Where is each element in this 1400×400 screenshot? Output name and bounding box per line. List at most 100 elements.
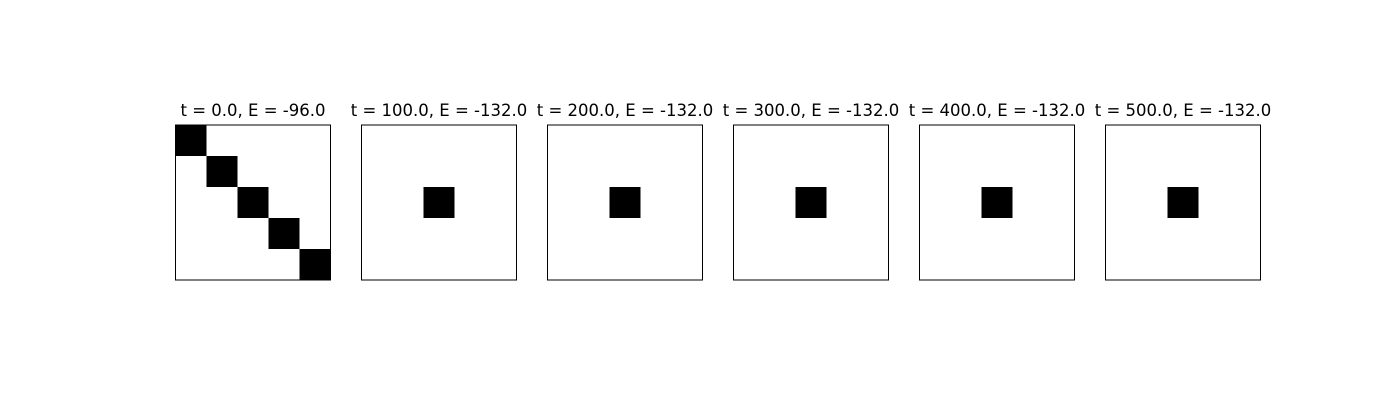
heatmap-cell-4-r1-c0 [733, 156, 765, 188]
heatmap-cell-2-r3-c2 [423, 218, 455, 250]
heatmap-cell-1-r4-c3 [268, 249, 300, 281]
heatmap-panel-4: t = 300.0, E = -132.0 [723, 101, 899, 281]
heatmap-cell-2-r0-c2 [423, 125, 455, 157]
heatmap-cell-5-r4-c1 [950, 249, 982, 281]
heatmap-cell-3-r4-c2 [609, 249, 641, 281]
heatmap-cell-6-r3-c3 [1198, 218, 1230, 250]
heatmap-cell-4-r3-c2 [795, 218, 827, 250]
heatmap-cell-4-r2-c3 [826, 187, 858, 219]
heatmap-cell-6-r4-c4 [1229, 249, 1261, 281]
heatmap-cell-6-r4-c0 [1105, 249, 1137, 281]
heatmap-cell-1-r0-c0 [175, 125, 207, 157]
heatmap-cell-3-r2-c0 [547, 187, 579, 219]
heatmap-cell-5-r2-c0 [919, 187, 951, 219]
heatmap-cell-1-r2-c0 [175, 187, 207, 219]
heatmap-panel-5: t = 400.0, E = -132.0 [909, 101, 1085, 281]
heatmap-cell-5-r1-c4 [1043, 156, 1075, 188]
heatmap-cell-6-r3-c1 [1136, 218, 1168, 250]
heatmap-cell-4-r2-c2 [795, 187, 827, 219]
heatmap-cell-1-r3-c0 [175, 218, 207, 250]
heatmap-cell-6-r2-c4 [1229, 187, 1261, 219]
heatmap-cell-6-r4-c2 [1167, 249, 1199, 281]
heatmap-cell-6-r3-c0 [1105, 218, 1137, 250]
heatmap-cell-2-r4-c1 [392, 249, 424, 281]
heatmap-cell-1-r2-c4 [299, 187, 331, 219]
heatmap-cell-3-r3-c0 [547, 218, 579, 250]
heatmap-cell-6-r1-c2 [1167, 156, 1199, 188]
heatmap-cell-1-r1-c2 [237, 156, 269, 188]
heatmap-cell-2-r4-c2 [423, 249, 455, 281]
heatmap-cell-1-r4-c4 [299, 249, 331, 281]
heatmap-cell-1-r3-c4 [299, 218, 331, 250]
heatmap-cell-1-r1-c4 [299, 156, 331, 188]
heatmap-cell-4-r1-c3 [826, 156, 858, 188]
panel-title-1: t = 0.0, E = -96.0 [181, 101, 326, 120]
heatmap-panel-1: t = 0.0, E = -96.0 [175, 101, 331, 281]
heatmap-cell-3-r1-c0 [547, 156, 579, 188]
heatmap-cell-4-r4-c2 [795, 249, 827, 281]
heatmap-cell-4-r4-c0 [733, 249, 765, 281]
heatmap-cell-2-r3-c0 [361, 218, 393, 250]
heatmap-cell-6-r4-c3 [1198, 249, 1230, 281]
panel-title-5: t = 400.0, E = -132.0 [909, 101, 1085, 120]
heatmap-cell-4-r1-c2 [795, 156, 827, 188]
heatmap-cell-3-r2-c4 [671, 187, 703, 219]
heatmap-cell-5-r2-c1 [950, 187, 982, 219]
heatmap-cell-4-r2-c1 [764, 187, 796, 219]
heatmap-cell-4-r4-c4 [857, 249, 889, 281]
heatmap-cell-6-r0-c0 [1105, 125, 1137, 157]
heatmap-cell-6-r0-c1 [1136, 125, 1168, 157]
heatmap-cell-6-r4-c1 [1136, 249, 1168, 281]
heatmap-cell-1-r1-c0 [175, 156, 207, 188]
heatmap-cell-6-r1-c0 [1105, 156, 1137, 188]
heatmap-cell-2-r0-c0 [361, 125, 393, 157]
heatmap-cell-1-r0-c2 [237, 125, 269, 157]
heatmap-panel-6: t = 500.0, E = -132.0 [1095, 101, 1271, 281]
heatmap-cell-5-r4-c2 [981, 249, 1013, 281]
heatmap-cell-5-r2-c4 [1043, 187, 1075, 219]
heatmap-cell-2-r1-c0 [361, 156, 393, 188]
heatmap-cell-4-r4-c1 [764, 249, 796, 281]
heatmap-cell-3-r0-c4 [671, 125, 703, 157]
heatmap-cell-2-r0-c3 [454, 125, 486, 157]
heatmap-cell-5-r4-c4 [1043, 249, 1075, 281]
heatmap-cell-4-r3-c4 [857, 218, 889, 250]
heatmap-cell-6-r3-c4 [1229, 218, 1261, 250]
heatmap-cell-6-r2-c1 [1136, 187, 1168, 219]
heatmap-cell-5-r0-c1 [950, 125, 982, 157]
heatmap-cell-2-r2-c4 [485, 187, 517, 219]
heatmap-cell-2-r2-c1 [392, 187, 424, 219]
heatmap-cell-6-r0-c4 [1229, 125, 1261, 157]
heatmap-cell-6-r1-c3 [1198, 156, 1230, 188]
heatmap-cell-1-r0-c1 [206, 125, 238, 157]
panel-title-6: t = 500.0, E = -132.0 [1095, 101, 1271, 120]
heatmap-cell-3-r1-c4 [671, 156, 703, 188]
heatmap-cell-3-r2-c2 [609, 187, 641, 219]
heatmap-cell-3-r4-c0 [547, 249, 579, 281]
heatmap-cell-1-r2-c3 [268, 187, 300, 219]
heatmap-cell-3-r3-c4 [671, 218, 703, 250]
heatmap-cell-5-r0-c2 [981, 125, 1013, 157]
heatmap-cell-4-r0-c3 [826, 125, 858, 157]
heatmap-cell-1-r1-c3 [268, 156, 300, 188]
heatmap-cell-2-r2-c0 [361, 187, 393, 219]
heatmap-cell-6-r2-c2 [1167, 187, 1199, 219]
heatmap-cell-3-r4-c4 [671, 249, 703, 281]
heatmap-cell-2-r2-c3 [454, 187, 486, 219]
heatmap-cell-1-r4-c1 [206, 249, 238, 281]
heatmap-cell-4-r2-c0 [733, 187, 765, 219]
heatmap-cell-5-r4-c0 [919, 249, 951, 281]
heatmap-cell-2-r3-c4 [485, 218, 517, 250]
heatmap-cell-5-r1-c3 [1012, 156, 1044, 188]
heatmap-panel-2: t = 100.0, E = -132.0 [351, 101, 527, 281]
heatmap-cell-3-r0-c2 [609, 125, 641, 157]
heatmap-cell-5-r2-c3 [1012, 187, 1044, 219]
heatmap-cell-4-r2-c4 [857, 187, 889, 219]
heatmap-cell-1-r1-c1 [206, 156, 238, 188]
heatmap-cell-5-r1-c1 [950, 156, 982, 188]
panel-frame-3 [547, 124, 703, 281]
panel-group: t = 0.0, E = -96.0 t = 100.0, E = -132.0 t… [175, 101, 1271, 281]
heatmap-cell-2-r1-c4 [485, 156, 517, 188]
heatmap-cell-6-r0-c3 [1198, 125, 1230, 157]
